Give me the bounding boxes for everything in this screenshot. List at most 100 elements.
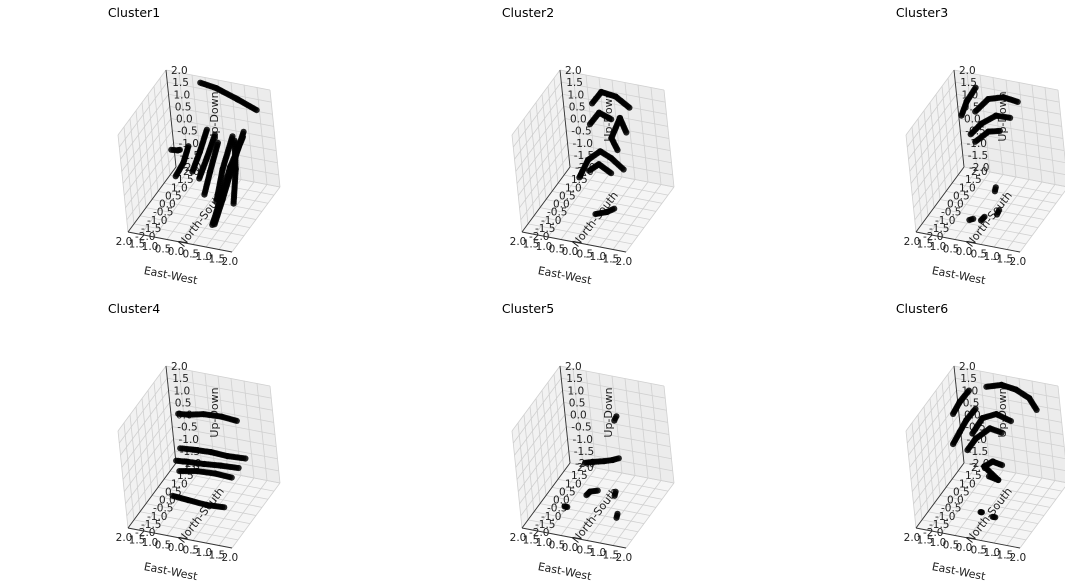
y-axis-line bbox=[521, 462, 571, 529]
z-tick-label: -1.0 bbox=[573, 434, 594, 446]
trajectory-3 bbox=[611, 488, 619, 499]
data-point bbox=[613, 514, 620, 521]
panel-title: Cluster1 bbox=[108, 5, 160, 20]
scatter-points bbox=[958, 84, 1021, 224]
x-tick-label: 1.0 bbox=[930, 537, 947, 549]
data-point bbox=[168, 146, 175, 153]
scatter-points bbox=[576, 88, 633, 218]
y-tick-label: 0.5 bbox=[559, 486, 576, 498]
x-tick-label: 0.5 bbox=[155, 244, 172, 256]
x-tick-label: -1.0 bbox=[586, 251, 607, 263]
y-tick-label: -1.0 bbox=[147, 215, 168, 227]
axis-lines bbox=[521, 69, 627, 253]
y-tick-label: -2.0 bbox=[923, 527, 944, 539]
x-tick-label: -1.0 bbox=[980, 547, 1001, 559]
trajectory-1 bbox=[175, 410, 240, 424]
y-tick-label: -1.5 bbox=[929, 519, 950, 531]
x-tick-label: -2.0 bbox=[218, 552, 239, 564]
data-point bbox=[967, 131, 974, 138]
x-tick-label: 1.5 bbox=[917, 535, 934, 547]
x-tick-label: 0.5 bbox=[549, 244, 566, 256]
z-tick-label: -0.5 bbox=[177, 422, 198, 434]
y-tick-label: -1.5 bbox=[929, 223, 950, 235]
x-axis-line bbox=[915, 527, 1021, 549]
x-tick-label: 1.0 bbox=[536, 537, 553, 549]
y-tick-label: -1.5 bbox=[535, 519, 556, 531]
z-tick-label: 2.0 bbox=[171, 65, 188, 77]
y-axis-line bbox=[127, 166, 177, 233]
y-tick-label: -2.0 bbox=[529, 527, 550, 539]
data-point bbox=[582, 459, 589, 466]
z-tick-label: 1.5 bbox=[960, 77, 977, 89]
x-tick-label: 1.0 bbox=[930, 241, 947, 253]
x-tick-label: -1.0 bbox=[192, 251, 213, 263]
x-tick-label: -0.5 bbox=[573, 545, 594, 557]
panel-2: -2.0-1.5-1.0-0.50.00.51.01.52.0 -2.0-1.5-… bbox=[502, 5, 675, 287]
trajectory-4 bbox=[950, 405, 979, 448]
y-axis-line bbox=[127, 462, 177, 529]
data-point bbox=[964, 447, 971, 454]
z-tick-label: -0.5 bbox=[571, 422, 592, 434]
x-tick-label: 0.0 bbox=[956, 246, 973, 258]
x-axis-label: East-West bbox=[931, 560, 987, 583]
z-tick-label: 2.0 bbox=[565, 361, 582, 373]
x-tick-label: -1.5 bbox=[205, 550, 226, 562]
trajectory-5 bbox=[950, 387, 973, 417]
data-point bbox=[172, 173, 179, 180]
z-tick-label: 1.0 bbox=[568, 89, 585, 101]
axis-lines bbox=[915, 69, 1021, 253]
z-axis-line bbox=[559, 365, 571, 464]
z-axis-line bbox=[953, 69, 965, 168]
x-tick-label: 1.5 bbox=[129, 535, 146, 547]
trajectory-6 bbox=[981, 458, 1006, 484]
x-tick-label: 0.0 bbox=[956, 542, 973, 554]
trajectory-4 bbox=[576, 148, 627, 181]
z-tick-label: 0.5 bbox=[569, 397, 586, 409]
z-tick-label: -1.0 bbox=[573, 138, 594, 150]
x-tick-label: -1.0 bbox=[980, 251, 1001, 263]
trajectory-1 bbox=[589, 88, 633, 111]
panel-title: Cluster5 bbox=[502, 301, 554, 316]
z-tick-label: 0.0 bbox=[570, 114, 587, 126]
x-axis-label: East-West bbox=[143, 560, 199, 583]
y-tick-label: 0.5 bbox=[953, 190, 970, 202]
scatter-points bbox=[561, 413, 622, 521]
y-tick-label: -0.5 bbox=[547, 207, 568, 219]
scatter-points bbox=[169, 410, 249, 511]
x-tick-label: -2.0 bbox=[1006, 552, 1027, 564]
data-point bbox=[614, 147, 621, 154]
y-tick-label: -1.0 bbox=[147, 511, 168, 523]
z-tick-label: -2.0 bbox=[969, 162, 990, 174]
y-tick-label: -2.0 bbox=[529, 231, 550, 243]
trajectory-5 bbox=[230, 137, 239, 207]
data-point bbox=[983, 383, 990, 390]
panel-6: -2.0-1.5-1.0-0.50.00.51.01.52.0 -2.0-1.5-… bbox=[896, 301, 1065, 583]
x-tick-label: -1.5 bbox=[599, 550, 620, 562]
y-tick-label: 1.0 bbox=[171, 182, 188, 194]
x-tick-label: 1.5 bbox=[129, 239, 146, 251]
data-point bbox=[586, 121, 594, 128]
data-point bbox=[969, 430, 976, 437]
panel-4: -2.0-1.5-1.0-0.50.00.51.01.52.0 -2.0-1.5-… bbox=[108, 301, 281, 583]
z-tick-label: 0.5 bbox=[569, 101, 586, 113]
y-tick-label: 0.0 bbox=[947, 495, 964, 507]
data-point bbox=[589, 100, 596, 107]
z-tick-label: 1.0 bbox=[174, 385, 191, 397]
trajectory-4 bbox=[176, 468, 235, 481]
data-point bbox=[950, 441, 957, 448]
z-tick-label: 1.5 bbox=[566, 77, 583, 89]
z-axis-label: Up-Down bbox=[208, 91, 221, 141]
x-tick-label: 0.5 bbox=[943, 540, 960, 552]
x-tick-label: 2.0 bbox=[116, 532, 133, 544]
y-tick-label: -1.0 bbox=[935, 215, 956, 227]
data-point bbox=[611, 417, 618, 424]
data-point bbox=[586, 167, 593, 174]
x-tick-label: -1.5 bbox=[599, 254, 620, 266]
trajectory-6 bbox=[592, 205, 618, 218]
trajectory-1 bbox=[197, 79, 260, 114]
z-axis-line bbox=[165, 365, 177, 464]
z-tick-label: -0.5 bbox=[571, 126, 592, 138]
x-tick-label: 2.0 bbox=[904, 236, 921, 248]
x-tick-label: -1.5 bbox=[993, 254, 1014, 266]
x-tick-label: -2.0 bbox=[612, 256, 633, 268]
